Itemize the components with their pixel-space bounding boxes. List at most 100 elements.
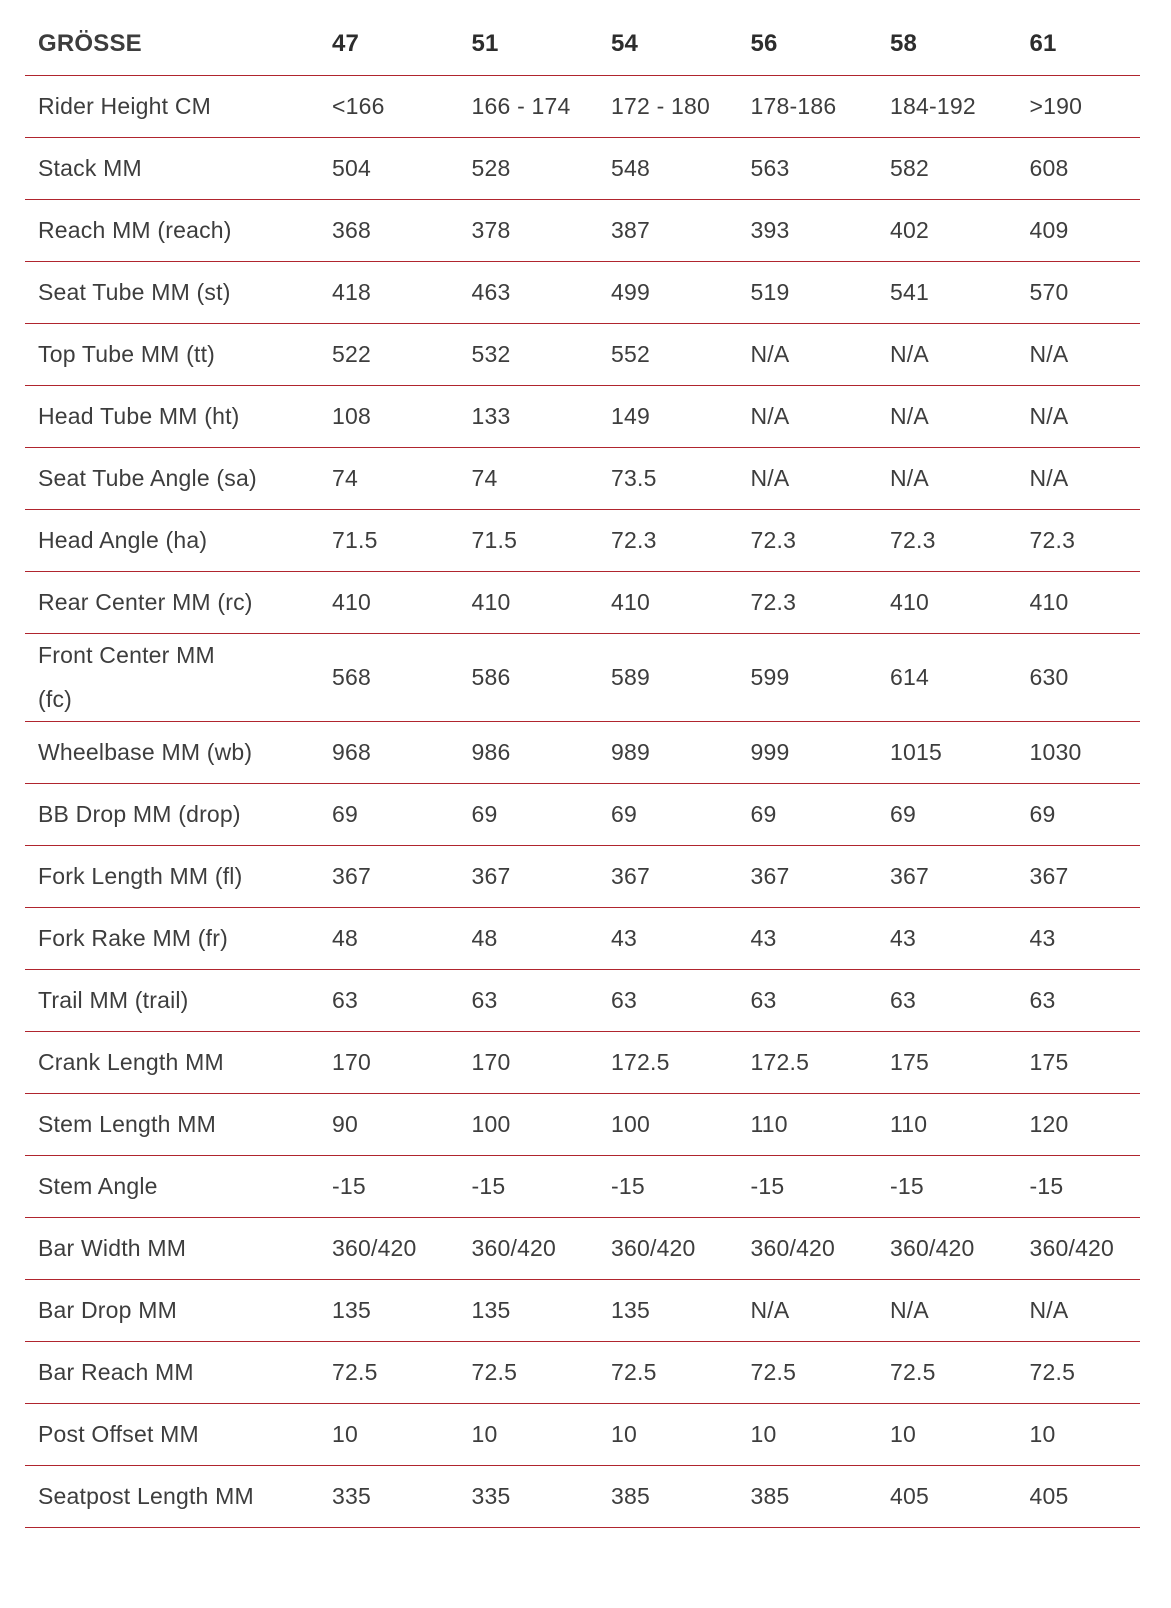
- cell-value: 63: [611, 987, 637, 1014]
- cell-value: 410: [890, 588, 929, 615]
- table-row: Bar Width MM 360/420 360/420 360/420 360/420…: [25, 1218, 1140, 1281]
- row-label: Rear Center MM (rc): [38, 588, 253, 615]
- cell-value: 335: [332, 1483, 371, 1510]
- cell-value: 10: [1029, 1421, 1056, 1448]
- row-label: Fork Length MM (fl): [38, 863, 243, 890]
- cell-value: 10: [332, 1421, 358, 1448]
- table-row: Bar Reach MM 72.5 72.5 72.5 72.5 72.5 72.5: [25, 1342, 1140, 1405]
- cell-value: 69: [332, 801, 358, 828]
- table-row: Fork Length MM (fl) 367 367 367 367 367 367: [25, 846, 1140, 909]
- table-header-size: 58: [890, 30, 918, 58]
- row-label: Seatpost Length MM: [38, 1483, 254, 1510]
- cell-value: -15: [890, 1173, 924, 1200]
- row-label: Fork Rake MM (fr): [38, 925, 228, 952]
- table-row: Stem Angle -15 -15 -15 -15 -15 -15: [25, 1156, 1140, 1219]
- table-header-size: 61: [1029, 30, 1057, 58]
- cell-value: 552: [611, 340, 650, 367]
- cell-value: 72.3: [890, 526, 936, 553]
- cell-value: 405: [890, 1483, 929, 1510]
- cell-value: 172.5: [750, 1049, 810, 1076]
- cell-value: 463: [471, 278, 511, 305]
- cell-value: 63: [1029, 987, 1056, 1014]
- cell-value: 387: [611, 216, 650, 243]
- cell-value: 367: [750, 863, 790, 890]
- cell-value: 69: [611, 801, 637, 828]
- cell-value: 548: [611, 154, 650, 181]
- geometry-table: GRÖSSE 47 51 54 56 58 61 Rider Height CM <166 1…: [25, 14, 1140, 1529]
- cell-value: 1030: [1029, 739, 1082, 766]
- table-row: Head Angle (ha) 71.5 71.5 72.3 72.3 72.3 72.3: [25, 510, 1140, 572]
- cell-value: 72.5: [611, 1359, 657, 1386]
- cell-value: 43: [611, 925, 637, 952]
- cell-value: 48: [332, 925, 358, 952]
- table-row: Seat Tube Angle (sa) 74 74 73.5 N/A N/A N/A: [25, 448, 1140, 510]
- cell-value: -15: [471, 1173, 506, 1200]
- cell-value: 393: [750, 216, 790, 243]
- table-row: Seatpost Length MM 335 335 385 385 405 405: [25, 1466, 1140, 1529]
- cell-value: 10: [611, 1421, 637, 1448]
- cell-value: 48: [471, 925, 498, 952]
- cell-value: 499: [611, 278, 650, 305]
- cell-value: N/A: [750, 402, 790, 429]
- cell-value: 522: [332, 340, 371, 367]
- cell-value: 43: [890, 925, 916, 952]
- cell-value: 73.5: [611, 464, 657, 491]
- table-row: Top Tube MM (tt) 522 532 552 N/A N/A N/A: [25, 324, 1140, 386]
- cell-value: 175: [890, 1049, 929, 1076]
- cell-value: 74: [332, 464, 358, 491]
- cell-value: 69: [471, 801, 498, 828]
- cell-value: -15: [1029, 1173, 1064, 1200]
- cell-value: <166: [332, 92, 385, 119]
- cell-value: 63: [750, 987, 777, 1014]
- cell-value: 410: [1029, 588, 1069, 615]
- cell-value: 519: [750, 278, 790, 305]
- cell-value: N/A: [750, 464, 790, 491]
- cell-value: 599: [750, 663, 790, 690]
- cell-value: 72.5: [1029, 1359, 1076, 1386]
- row-label: Head Angle (ha): [38, 526, 208, 553]
- cell-value: 72.5: [332, 1359, 378, 1386]
- cell-value: 589: [611, 663, 650, 690]
- cell-value: N/A: [1029, 402, 1069, 429]
- cell-value: 175: [1029, 1049, 1069, 1076]
- table-row: Rider Height CM <166 166 - 174 172 - 180 178…: [25, 76, 1140, 138]
- cell-value: N/A: [750, 1297, 790, 1324]
- cell-value: 999: [750, 739, 790, 766]
- cell-value: 108: [332, 402, 371, 429]
- cell-value: N/A: [1029, 464, 1069, 491]
- cell-value: 405: [1029, 1483, 1069, 1510]
- cell-value: 360/420: [332, 1235, 417, 1262]
- row-label: Reach MM (reach): [38, 216, 232, 243]
- table-row: Front Center MM (fc) 568 586 589 599 614 630: [25, 634, 1140, 723]
- cell-value: 72.5: [750, 1359, 797, 1386]
- cell-value: 74: [471, 464, 498, 491]
- table-header-size: 47: [332, 30, 360, 58]
- cell-value: 63: [332, 987, 358, 1014]
- cell-value: 10: [890, 1421, 916, 1448]
- cell-value: 541: [890, 278, 929, 305]
- cell-value: 360/420: [471, 1235, 557, 1262]
- cell-value: 71.5: [332, 526, 378, 553]
- table-header-size: 51: [471, 30, 499, 58]
- cell-value: 418: [332, 278, 371, 305]
- cell-value: 43: [750, 925, 777, 952]
- cell-value: 532: [471, 340, 511, 367]
- cell-value: 166 - 174: [471, 92, 571, 119]
- cell-value: 608: [1029, 154, 1069, 181]
- cell-value: 170: [332, 1049, 371, 1076]
- row-label: Seat Tube MM (st): [38, 278, 231, 305]
- cell-value: N/A: [890, 464, 929, 491]
- cell-value: 72.3: [750, 526, 797, 553]
- row-label: Rider Height CM: [38, 92, 211, 119]
- cell-value: 72.3: [1029, 526, 1076, 553]
- cell-value: 72.5: [471, 1359, 518, 1386]
- cell-value: 586: [471, 663, 511, 690]
- cell-value: 968: [332, 739, 371, 766]
- cell-value: 367: [471, 863, 511, 890]
- row-label: Trail MM (trail): [38, 987, 189, 1014]
- cell-value: >190: [1029, 92, 1083, 119]
- cell-value: 986: [471, 739, 511, 766]
- table-row: Rear Center MM (rc) 410 410 410 72.3 410 410: [25, 572, 1140, 634]
- table-header-row: GRÖSSE 47 51 54 56 58 61: [25, 14, 1140, 76]
